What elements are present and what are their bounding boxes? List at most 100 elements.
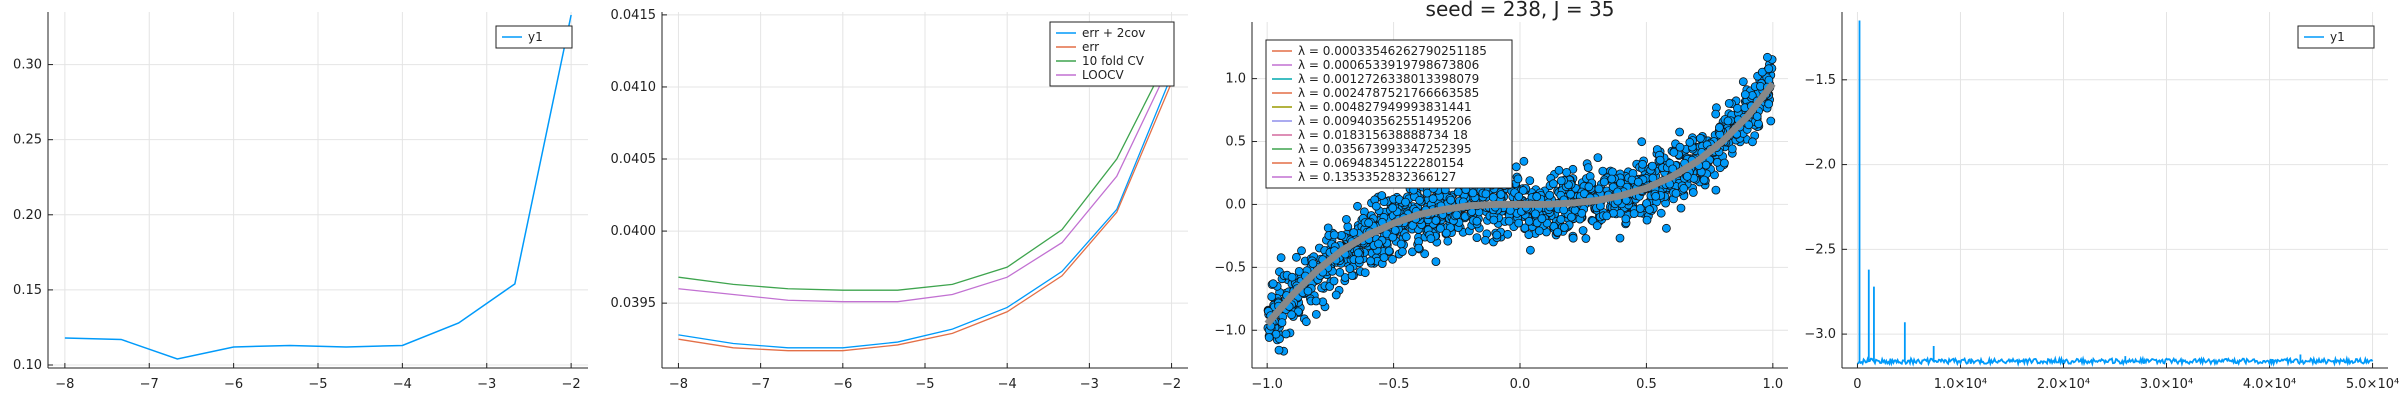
x-tick-label: −0.5 bbox=[1378, 377, 1410, 392]
x-tick-label: −6 bbox=[224, 377, 243, 392]
scatter-point bbox=[1268, 279, 1278, 289]
scatter-point bbox=[1655, 155, 1665, 165]
y-tick-label: −2.5 bbox=[1804, 242, 1836, 257]
scatter-point bbox=[1621, 214, 1631, 224]
y-tick-label: 0.0415 bbox=[611, 8, 657, 23]
scatter-point bbox=[1635, 204, 1645, 213]
plot-area bbox=[678, 50, 1173, 352]
scatter-point bbox=[1744, 120, 1754, 130]
scatter-point bbox=[1740, 90, 1750, 99]
x-tick-label: 1.0×10⁴ bbox=[1934, 377, 1987, 392]
scatter-point bbox=[1656, 208, 1666, 218]
scatter-point bbox=[1264, 333, 1274, 342]
scatter-point bbox=[1581, 234, 1591, 243]
scatter-point bbox=[1616, 178, 1625, 188]
scatter-point bbox=[1579, 189, 1589, 199]
scatter-point bbox=[1556, 214, 1566, 224]
y-tick-label: 0.10 bbox=[13, 358, 42, 373]
scatter-point bbox=[1671, 188, 1681, 198]
scatter-point bbox=[1422, 188, 1432, 198]
series-line bbox=[1856, 20, 2374, 368]
scatter-point bbox=[1349, 228, 1359, 238]
scatter-point bbox=[1426, 234, 1436, 244]
scatter-point bbox=[1607, 174, 1617, 184]
scatter-point bbox=[1568, 233, 1578, 243]
x-tick-label: −6 bbox=[833, 377, 852, 392]
scatter-point bbox=[1524, 216, 1534, 226]
scatter-point bbox=[1311, 296, 1321, 306]
legend-box bbox=[1265, 39, 1513, 189]
legend-label: λ = 0.018315638888734 18 bbox=[1298, 128, 1468, 142]
scatter-point bbox=[1715, 123, 1724, 132]
scatter-point bbox=[1453, 187, 1463, 197]
legend-label: λ = 0.00033546262790251185 bbox=[1298, 44, 1487, 58]
scatter-point bbox=[1398, 247, 1407, 257]
x-tick-label: 2.0×10⁴ bbox=[2037, 377, 2090, 392]
scatter-point bbox=[1525, 176, 1535, 186]
scatter-point bbox=[1297, 246, 1306, 256]
scatter-point bbox=[1431, 257, 1441, 267]
legend-label: LOOCV bbox=[1082, 68, 1125, 82]
scatter-point bbox=[1553, 227, 1562, 237]
x-tick-label: 3.0×10⁴ bbox=[2140, 377, 2193, 392]
legend-label: y1 bbox=[2330, 30, 2345, 44]
scatter-point bbox=[1724, 99, 1734, 108]
scatter-point bbox=[1274, 345, 1284, 355]
scatter-point bbox=[1633, 177, 1643, 187]
scatter-point bbox=[1441, 228, 1451, 238]
scatter-point bbox=[1452, 210, 1462, 220]
scatter-point bbox=[1276, 253, 1286, 263]
scatter-point bbox=[1534, 226, 1544, 236]
scatter-point bbox=[1738, 77, 1748, 87]
legend-box bbox=[495, 25, 573, 49]
y-tick-label: 0.20 bbox=[13, 208, 42, 223]
x-tick-label: −5 bbox=[915, 377, 934, 392]
series-line bbox=[678, 82, 1173, 352]
scatter-point bbox=[1593, 153, 1603, 163]
scatter-point bbox=[1599, 177, 1609, 187]
subplot-3: −1.0 −0.5 0.0 0.5 1.0 −1.0 −0.5 0.0 0.5 1.0 seed =… bbox=[1214, 0, 1788, 392]
legend-label: λ = 0.0006533919798673806 bbox=[1298, 58, 1479, 72]
scatter-point bbox=[1720, 158, 1729, 168]
scatter-point bbox=[1679, 183, 1689, 193]
scatter-point bbox=[1584, 182, 1594, 192]
series-line bbox=[678, 60, 1173, 303]
legend-box bbox=[2297, 25, 2375, 49]
plot-area bbox=[1856, 20, 2374, 368]
scatter-point bbox=[1669, 147, 1679, 157]
scatter-point bbox=[1481, 189, 1491, 199]
scatter-point bbox=[1594, 184, 1604, 194]
x-tick-label: 5.0×10⁴ bbox=[2346, 377, 2399, 392]
scatter-point bbox=[1752, 112, 1762, 121]
scatter-point bbox=[1578, 226, 1588, 235]
scatter-point bbox=[1766, 116, 1776, 126]
x-tick-label: 0.5 bbox=[1636, 377, 1657, 392]
y-tick-label: 0.0 bbox=[1225, 197, 1246, 212]
scatter-point bbox=[1267, 292, 1277, 302]
plot-area bbox=[64, 14, 572, 360]
x-tick-label: −5 bbox=[308, 377, 327, 392]
scatter-point bbox=[1377, 191, 1387, 200]
legend-label: err + 2cov bbox=[1082, 26, 1145, 40]
scatter-point bbox=[1335, 267, 1345, 277]
scatter-point bbox=[1711, 185, 1721, 195]
scatter-point bbox=[1294, 266, 1304, 276]
scatter-point bbox=[1537, 214, 1547, 224]
scatter-point bbox=[1472, 216, 1482, 226]
scatter-point bbox=[1699, 175, 1709, 185]
scatter-point bbox=[1436, 223, 1445, 233]
series-line bbox=[678, 50, 1173, 291]
scatter-point bbox=[1446, 195, 1456, 205]
legend-label: λ = 0.035673993347252395 bbox=[1298, 142, 1472, 156]
scatter-point bbox=[1514, 218, 1524, 228]
scatter-point bbox=[1562, 167, 1571, 177]
y-tick-label: 0.30 bbox=[13, 58, 42, 73]
chart-title: seed = 238, J = 35 bbox=[1426, 0, 1615, 21]
scatter-point bbox=[1489, 215, 1499, 225]
scatter-point bbox=[1662, 223, 1671, 233]
subplot-4: 0 1.0×10⁴ 2.0×10⁴ 3.0×10⁴ 4.0×10⁴ 5.0×10⁴ −1.5… bbox=[1804, 12, 2399, 392]
scatter-point bbox=[1526, 245, 1535, 255]
scatter-point bbox=[1645, 205, 1654, 215]
scatter-point bbox=[1281, 329, 1291, 339]
scatter-point bbox=[1651, 191, 1661, 201]
